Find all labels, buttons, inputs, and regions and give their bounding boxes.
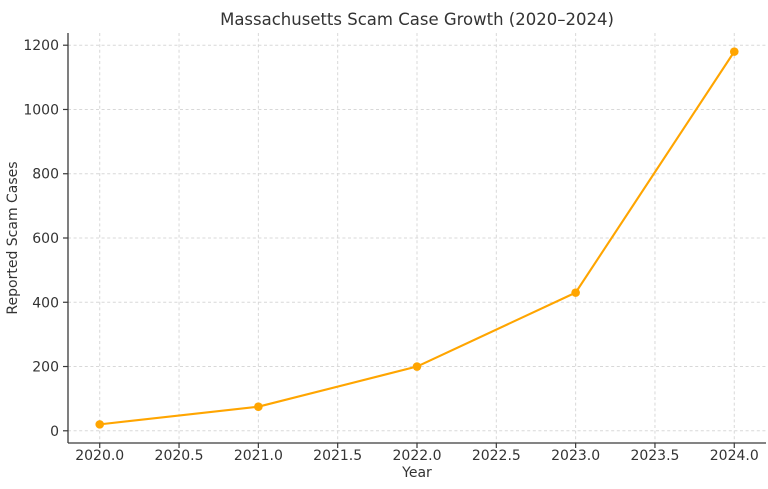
x-tick-label: 2020.0 (75, 448, 124, 464)
y-tick-label: 800 (32, 167, 59, 183)
data-layer (95, 47, 739, 429)
data-point-marker (571, 288, 580, 297)
y-tick-label: 0 (50, 424, 59, 440)
x-tick-label: 2021.0 (234, 448, 283, 464)
x-tick-label: 2023.0 (551, 448, 600, 464)
tick-layer: 2020.0 2020.5 2021.0 2021.5 2022.0 2022.5 2023… (23, 38, 758, 464)
chart-title: Massachusetts Scam Case Growth (2020–202… (220, 10, 614, 29)
x-axis-label: Year (401, 465, 432, 481)
y-tick-label: 200 (32, 360, 59, 376)
x-tick-label: 2021.5 (313, 448, 362, 464)
y-axis-label: Reported Scam Cases (5, 161, 21, 314)
y-tick-label: 600 (32, 231, 59, 247)
x-tick-label: 2022.5 (472, 448, 521, 464)
data-point-marker (254, 402, 263, 411)
data-point-marker (95, 420, 105, 429)
data-point-marker (412, 362, 422, 371)
y-tick-label: 1200 (23, 38, 59, 54)
data-point-marker (729, 47, 739, 56)
x-tick-label: 2024.0 (710, 448, 759, 464)
y-tick-label: 400 (32, 295, 59, 311)
x-tick-label: 2023.5 (630, 448, 679, 464)
y-tick-label: 1000 (23, 102, 59, 118)
x-tick-label: 2020.5 (155, 448, 204, 464)
axis-layer: 2020.0 2020.5 2021.0 2021.5 2022.0 2022.5 2023… (23, 33, 766, 464)
grid-layer (68, 33, 766, 443)
x-tick-label: 2022.0 (393, 448, 442, 464)
